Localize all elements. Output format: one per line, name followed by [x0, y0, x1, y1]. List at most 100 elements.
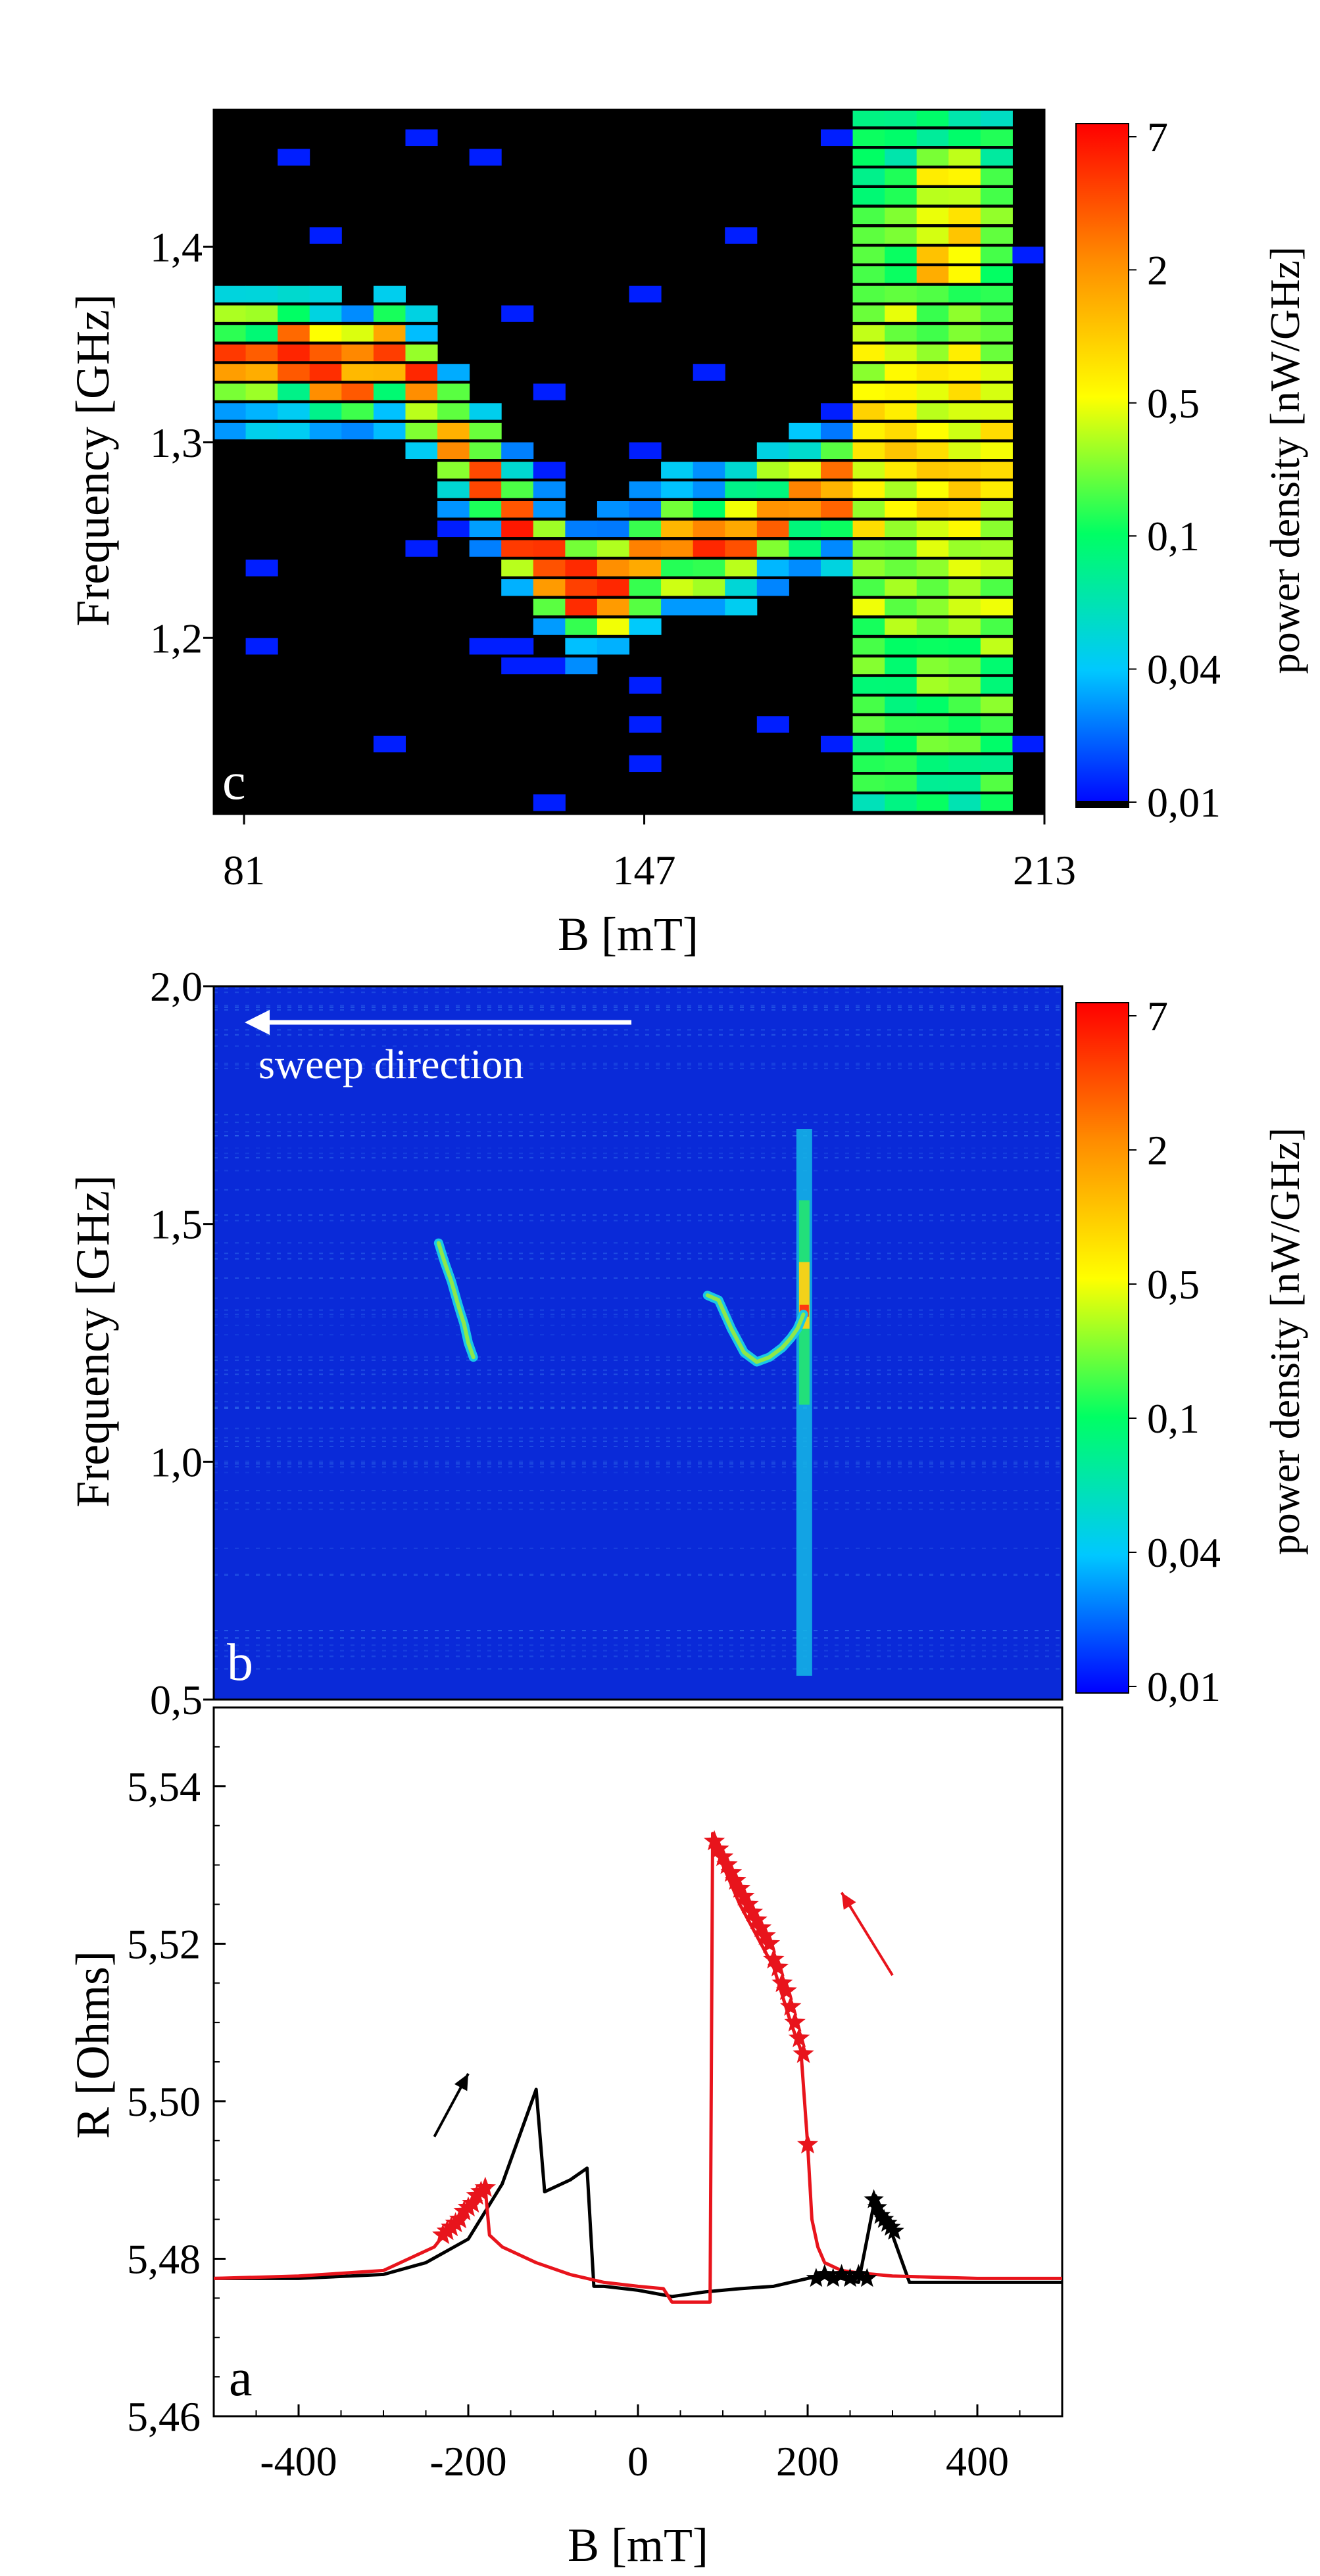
panel-c-cell: [214, 423, 247, 440]
panel-c-cell: [373, 325, 406, 342]
panel-a-black-star: [864, 2189, 884, 2208]
panel-c-cell: [916, 383, 949, 400]
panel-c-cell: [533, 579, 566, 596]
panel-c-cell: [278, 345, 310, 362]
panel-c-cell: [725, 579, 758, 596]
panel-c-cell: [980, 345, 1013, 362]
panel-c-cell: [820, 462, 854, 479]
panel-c-cell: [916, 638, 949, 655]
panel-c-cell: [278, 383, 310, 400]
panel-c-cell: [980, 129, 1013, 147]
panel-c-cell: [948, 149, 981, 166]
panel-c-cell: [820, 540, 854, 557]
panel-c-cell: [916, 188, 949, 205]
panel-c-cell: [980, 227, 1013, 244]
panel-c-cell: [852, 442, 885, 460]
panel-c-cell: [948, 403, 981, 420]
panel-c-cell: [852, 716, 885, 733]
panel-c-cell: [501, 657, 534, 675]
panel-c-cell: [597, 579, 629, 596]
panel-a-black-star: [877, 2212, 898, 2232]
panel-c-cell: [980, 285, 1013, 303]
panel-c-cell: [948, 501, 981, 518]
panel-c-cell: [948, 540, 981, 557]
panel-c-cell: [629, 481, 662, 498]
panel-c-cell: [852, 579, 885, 596]
panel-c-cell: [916, 481, 949, 498]
panel-a-ytick-label: 5,48: [127, 2235, 201, 2282]
panel-c-cell: [1012, 736, 1044, 753]
panel-c-cell: [693, 579, 725, 596]
panel-c-cell: [437, 462, 470, 479]
panel-c-cell: [916, 227, 949, 244]
panel-c-cell: [885, 501, 917, 518]
panel-c-cell: [885, 755, 917, 773]
panel-c-cell: [948, 794, 981, 811]
panel-c-cell: [278, 325, 310, 342]
panel-c-cell: [629, 716, 662, 733]
panel-c-cell: [597, 638, 629, 655]
panel-c-cell: [437, 364, 470, 381]
panel-c-cell: [980, 657, 1013, 675]
panel-c-ytick-label: 1,4: [150, 224, 203, 270]
panel-c-cell: [533, 383, 566, 400]
panel-c-cell: [533, 794, 566, 811]
panel-a-xtick-label: -200: [429, 2438, 506, 2485]
panel-c-cell: [245, 325, 278, 342]
panel-a-ytick-label: 5,52: [127, 1920, 201, 1967]
panel-c-cell: [693, 520, 725, 538]
panel-c-cell: [469, 481, 502, 498]
panel-c-cell: [789, 560, 821, 577]
panel-c-cell: [852, 247, 885, 264]
panel-c-cell: [789, 501, 821, 518]
panel-c-cell: [756, 481, 789, 498]
panel-c-cell: [629, 598, 662, 616]
panel-a-red-star: [474, 2176, 496, 2197]
panel-a-red-star: [771, 1972, 793, 1992]
panel-c-cell: [214, 345, 247, 362]
panel-c-cell: [725, 520, 758, 538]
panel-c-cell: [852, 696, 885, 713]
panel-c-cell: [885, 364, 917, 381]
panel-c-cell: [980, 403, 1013, 420]
panel-a-series-red: [214, 1832, 1062, 2304]
panel-c-cell: [214, 285, 247, 303]
panel-b-colorbar-label: power density [nW/GHz]: [1261, 1128, 1308, 1555]
panel-c-cell: [885, 227, 917, 244]
panel-b-ytick-label: 1,0: [150, 1439, 203, 1485]
panel-c-cell: [948, 207, 981, 225]
panel-a-ytick-label: 5,54: [127, 1763, 201, 1810]
panel-c-cell: [309, 285, 342, 303]
panel-c-cell: [948, 618, 981, 635]
panel-a-red-star: [470, 2180, 492, 2201]
panel-c-cell: [661, 462, 694, 479]
panel-c-cell: [341, 325, 374, 342]
panel-c-cell: [885, 598, 917, 616]
panel-c-cell: [789, 442, 821, 460]
panel-c-cell: [980, 247, 1013, 264]
panel-a-red-star: [441, 2216, 462, 2237]
panel-c-cell: [756, 579, 789, 596]
panel-c-cell: [916, 305, 949, 322]
panel-c-cell: [565, 520, 598, 538]
panel-a-frame: [212, 1706, 1063, 2418]
panel-c-xtick-label: 81: [223, 847, 265, 894]
panel-c-cell: [948, 168, 981, 185]
panel-c-cell: [661, 560, 694, 577]
panel-c-cell: [533, 657, 566, 675]
panel-c-cell: [852, 227, 885, 244]
panel-b-ytick-label: 0,5: [150, 1677, 203, 1723]
panel-c-cell: [852, 305, 885, 322]
panel-c-xtick-label: 147: [613, 847, 676, 894]
panel-c-cell: [948, 285, 981, 303]
panel-c-cell: [214, 383, 247, 400]
panel-a-black-star: [806, 2268, 827, 2287]
panel-c-cell: [725, 481, 758, 498]
panel-a-ylabel: R [Ohms]: [66, 1951, 119, 2139]
panel-c-cell: [565, 540, 598, 557]
panel-c-cell: [885, 657, 917, 675]
panel-c-cell: [980, 110, 1013, 127]
panel-c-cell: [980, 794, 1013, 811]
panel-c-cell: [820, 129, 854, 147]
